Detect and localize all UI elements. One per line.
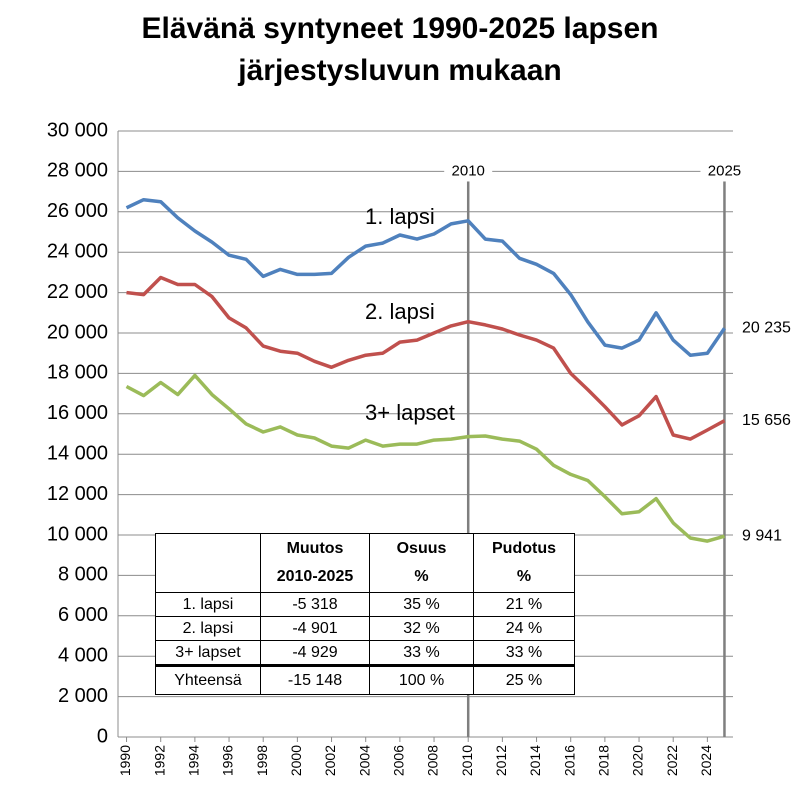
x-tick-label: 2020 — [630, 745, 646, 776]
x-tick-label: 2014 — [527, 745, 543, 776]
table-row: 2. lapsi -4 901 32 % 24 % — [155, 616, 575, 641]
table-cell: -15 148 — [260, 664, 370, 695]
x-tick-label: 1992 — [151, 745, 167, 776]
x-tick-label: 2000 — [288, 745, 304, 776]
x-tick-label: 2008 — [425, 745, 441, 776]
series-line — [125, 197, 726, 357]
y-tick-label: 30 000 — [47, 119, 108, 141]
column-header: Pudotus% — [473, 533, 575, 593]
y-tick-label: 26 000 — [47, 200, 108, 222]
x-tick-label: 2012 — [493, 745, 509, 776]
series-label: 2. lapsi — [365, 299, 435, 324]
header-line: % — [516, 568, 532, 585]
y-tick-label: 2 000 — [58, 685, 108, 707]
table-cell: 24 % — [473, 616, 575, 641]
x-tick-label: 1996 — [220, 745, 236, 776]
x-tick-label: 2006 — [391, 745, 407, 776]
table-cell: 32 % — [369, 616, 474, 641]
table-row: 1. lapsi -5 318 35 % 21 % — [155, 592, 575, 617]
x-tick-label: 2022 — [664, 745, 680, 776]
table-cell: -4 901 — [260, 616, 370, 641]
series-label: 1. lapsi — [365, 204, 435, 229]
column-header: Muutos 2010-2025 — [260, 533, 370, 593]
header-line: Muutos — [286, 540, 344, 557]
chart-title: Elävänä syntyneet 1990-2025 lapsen — [142, 12, 659, 45]
x-tick-label: 2004 — [356, 745, 372, 776]
table-cell: Yhteensä — [155, 664, 261, 695]
column-header: Osuus% — [369, 533, 474, 593]
series-label: 3+ lapset — [365, 400, 455, 425]
y-tick-label: 28 000 — [47, 160, 108, 182]
y-tick-label: 12 000 — [47, 483, 108, 505]
table-row: 3+ lapset -4 929 33 % 33 % — [155, 640, 575, 666]
table-cell: 21 % — [473, 592, 575, 617]
header-line: Osuus — [396, 540, 447, 557]
series-line — [125, 373, 725, 543]
table-cell: 100 % — [369, 664, 474, 695]
y-tick-label: 4 000 — [58, 644, 108, 666]
table-cell: 35 % — [369, 592, 474, 617]
series-line — [126, 275, 726, 441]
total-row: Yhteensä -15 148 100 % 25 % — [155, 664, 575, 695]
header-line: % — [414, 568, 429, 585]
y-tick-label: 0 — [97, 725, 108, 747]
header-line: Pudotus — [492, 540, 556, 557]
table-cell: 33 % — [369, 640, 474, 666]
x-tick-label: 2018 — [596, 745, 612, 776]
x-tick-label: 2024 — [698, 745, 714, 776]
end-value-label: 9 941 — [742, 527, 782, 544]
summary-table: Muutos 2010-2025 Osuus% Pudotus% 1. lapsi -5 … — [155, 533, 575, 695]
marker-label: 2010 — [452, 162, 485, 179]
y-tick-label: 24 000 — [47, 240, 108, 262]
header-row: Muutos 2010-2025 Osuus% Pudotus% — [155, 533, 575, 593]
table-cell: 2. lapsi — [155, 616, 261, 641]
table-cell: 3+ lapset — [155, 640, 261, 666]
table-cell: -5 318 — [260, 592, 370, 617]
y-tick-label: 14 000 — [47, 442, 108, 464]
x-tick-label: 2010 — [459, 745, 475, 776]
table-cell: 1. lapsi — [155, 592, 261, 617]
end-value-label: 20 235 — [742, 319, 791, 336]
x-tick-label: 2016 — [561, 745, 577, 776]
marker-label-bg — [444, 161, 493, 182]
x-tick-label: 1994 — [186, 745, 202, 776]
table-cell: 33 % — [473, 640, 575, 666]
y-tick-label: 22 000 — [47, 281, 108, 303]
corner-cell — [155, 533, 261, 593]
y-tick-label: 6 000 — [58, 604, 108, 626]
marker-label: 2025 — [708, 162, 741, 179]
end-value-label: 15 656 — [742, 412, 791, 429]
x-tick-label: 1998 — [254, 745, 270, 776]
marker-label-bg — [700, 161, 749, 182]
x-tick-label: 2002 — [322, 745, 338, 776]
table-cell: -4 929 — [260, 640, 370, 666]
y-tick-label: 20 000 — [47, 321, 108, 343]
table-cell: 25 % — [473, 664, 575, 695]
y-tick-label: 18 000 — [47, 362, 108, 384]
y-tick-label: 8 000 — [58, 564, 108, 586]
x-tick-label: 1990 — [117, 745, 133, 776]
chart-title: järjestysluvun mukaan — [237, 54, 561, 87]
y-tick-label: 10 000 — [47, 523, 108, 545]
header-line: 2010-2025 — [276, 568, 354, 585]
y-tick-label: 16 000 — [47, 402, 108, 424]
